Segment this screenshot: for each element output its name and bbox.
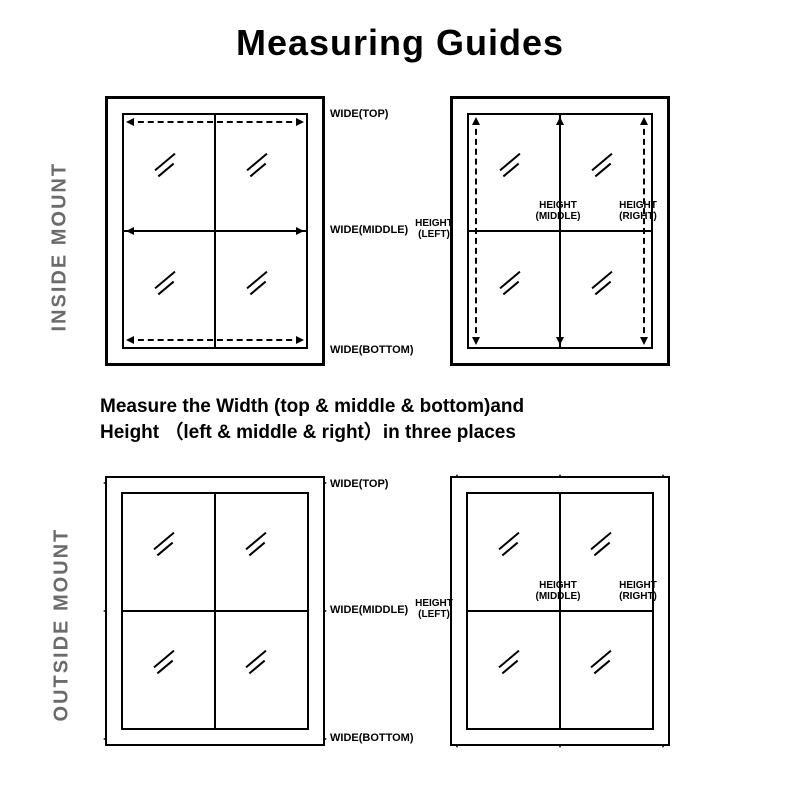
glass-mark xyxy=(151,536,179,556)
glass-mark xyxy=(588,654,616,674)
arrow-wide-bottom xyxy=(128,339,302,341)
inside-mount-label: INSIDE MOUNT xyxy=(49,132,72,332)
label-height-left: HEIGHT(LEFT) xyxy=(410,598,458,620)
label-wide-middle: WIDE(MIDDLE) xyxy=(330,604,408,616)
glass-mark xyxy=(497,275,525,295)
glass-mark xyxy=(589,157,617,177)
arrow-wide-top xyxy=(128,121,302,123)
label-wide-middle: WIDE(MIDDLE) xyxy=(330,224,408,236)
glass-mark xyxy=(152,275,180,295)
glass-mark xyxy=(152,157,180,177)
glass-mark xyxy=(496,654,524,674)
glass-mark xyxy=(589,275,617,295)
label-height-middle: HEIGHT(MIDDLE) xyxy=(530,580,586,602)
instruction-line2: Height （left & middle & right）in three p… xyxy=(100,420,516,446)
glass-mark xyxy=(244,275,272,295)
label-wide-bottom: WIDE(BOTTOM) xyxy=(330,344,414,356)
label-height-right: HEIGHT(RIGHT) xyxy=(612,580,664,602)
mullion-h xyxy=(468,610,652,612)
window-outer xyxy=(105,476,325,746)
window-inner xyxy=(122,113,308,349)
label-height-middle: HEIGHT(MIDDLE) xyxy=(530,200,586,222)
label-height-left: HEIGHT(LEFT) xyxy=(410,218,458,240)
window-outer xyxy=(450,476,670,746)
outside-height-group xyxy=(450,476,670,746)
window-inner xyxy=(467,113,653,349)
page-title: Measuring Guides xyxy=(0,22,800,64)
glass-mark xyxy=(497,157,525,177)
arrow-height-left xyxy=(475,119,477,343)
glass-mark xyxy=(496,536,524,556)
glass-mark xyxy=(243,654,271,674)
label-wide-top: WIDE(TOP) xyxy=(330,108,388,120)
glass-mark xyxy=(243,536,271,556)
outside-mount-label: OUTSIDE MOUNT xyxy=(51,502,74,722)
glass-mark xyxy=(151,654,179,674)
arrow-height-right xyxy=(643,119,645,343)
arrow-wide-middle xyxy=(128,230,302,232)
arrow-height-middle xyxy=(559,119,561,343)
glass-mark xyxy=(244,157,272,177)
label-height-right: HEIGHT(RIGHT) xyxy=(612,200,664,222)
window-inner xyxy=(121,492,309,730)
glass-mark xyxy=(588,536,616,556)
instruction-line1: Measure the Width (top & middle & bottom… xyxy=(100,394,524,420)
mullion-h xyxy=(123,610,307,612)
inside-width-window xyxy=(105,96,325,366)
label-wide-top: WIDE(TOP) xyxy=(330,478,388,490)
inside-height-window xyxy=(450,96,670,366)
window-inner xyxy=(466,492,654,730)
label-wide-bottom: WIDE(BOTTOM) xyxy=(330,732,414,744)
outside-width-group xyxy=(105,476,325,746)
